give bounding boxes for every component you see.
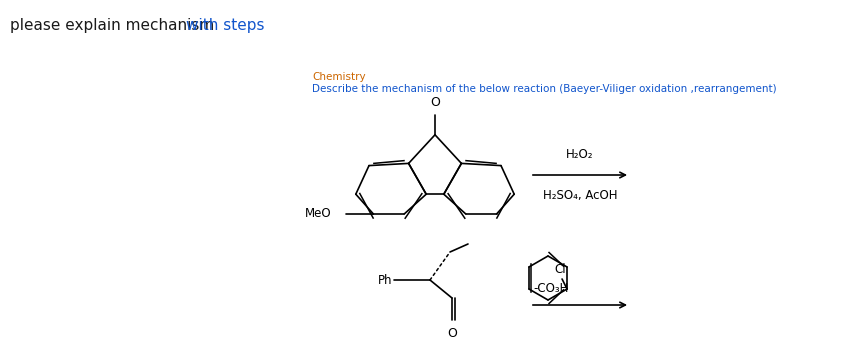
Text: with steps: with steps (186, 18, 264, 33)
Text: Describe the mechanism of the below reaction (Baeyer-Viliger oxidation ,rearrang: Describe the mechanism of the below reac… (312, 84, 775, 94)
Text: please explain mechanism: please explain mechanism (10, 18, 219, 33)
Text: O: O (446, 327, 457, 340)
Text: H₂SO₄, AcOH: H₂SO₄, AcOH (542, 189, 617, 202)
Text: Ph: Ph (377, 273, 392, 286)
Text: O: O (429, 96, 440, 109)
Text: MeO: MeO (304, 207, 331, 220)
Text: -CO₃H: -CO₃H (532, 283, 567, 296)
Text: Chemistry: Chemistry (312, 72, 366, 82)
Text: Cl: Cl (554, 263, 565, 276)
Text: H₂O₂: H₂O₂ (566, 148, 593, 161)
